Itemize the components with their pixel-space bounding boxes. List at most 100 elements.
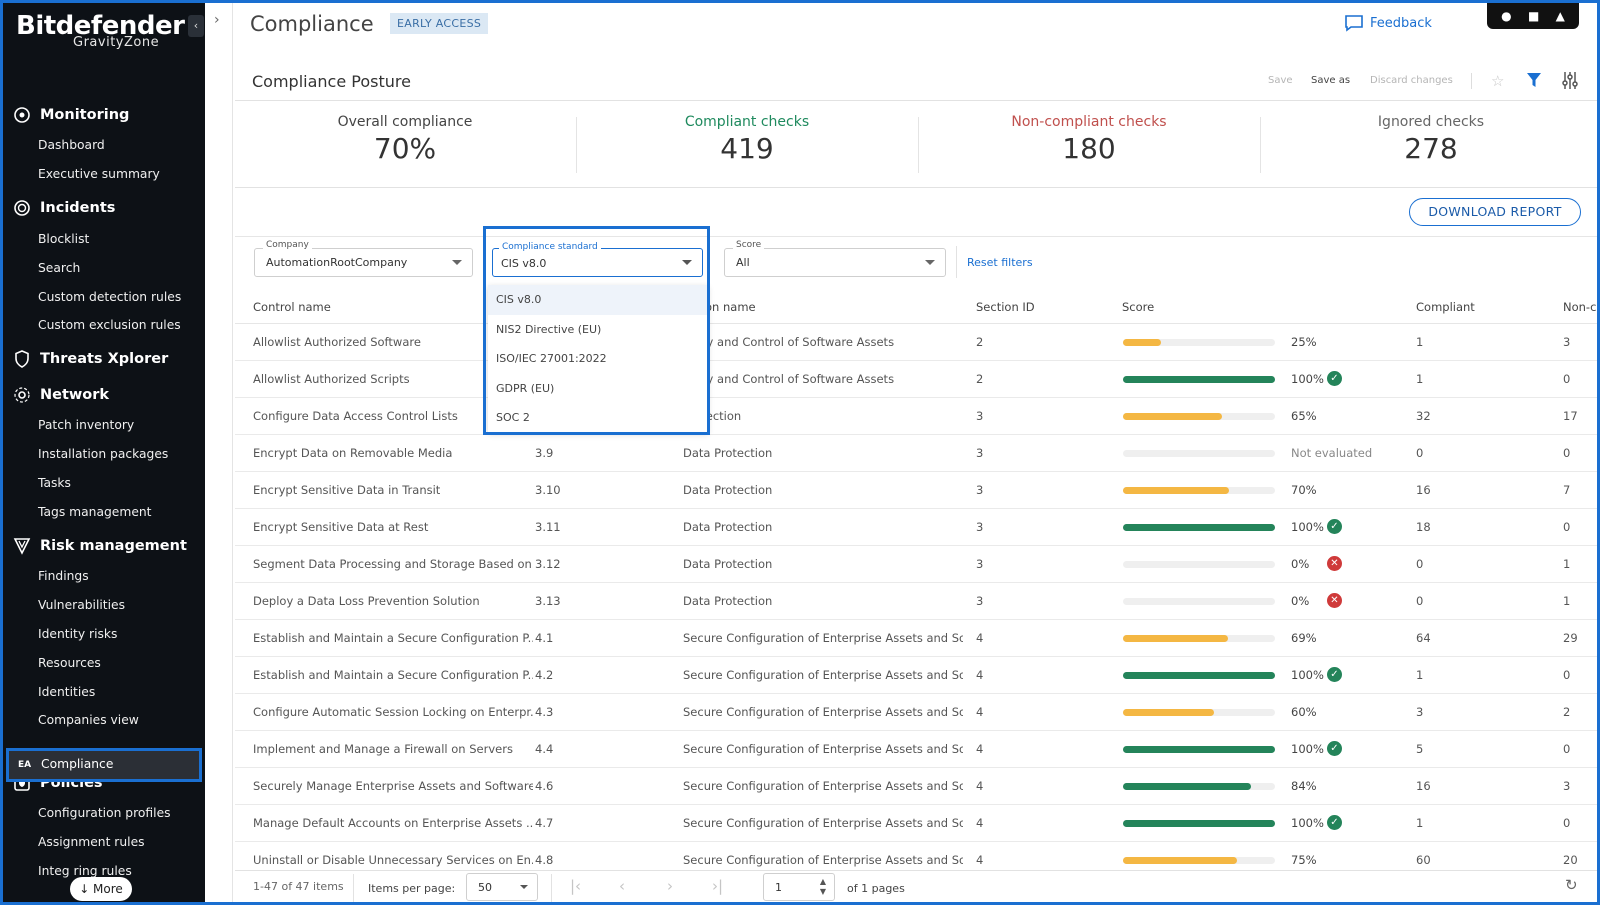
previous-page-icon[interactable]: ‹	[619, 877, 625, 895]
table-row[interactable]: Configure Automatic Session Locking on E…	[235, 694, 1600, 731]
dropdown-option[interactable]: CIS v8.0	[488, 285, 708, 315]
cell-section-name: Secure Configuration of Enterprise Asset…	[683, 668, 963, 682]
gift-icon[interactable]: ■	[1527, 9, 1540, 23]
save-button[interactable]: Save	[1268, 75, 1293, 86]
collapse-sidebar-button[interactable]: ‹	[188, 15, 204, 37]
dropdown-option[interactable]: SOC 2	[496, 411, 530, 424]
divider	[232, 3, 233, 902]
sidebar-item-resources[interactable]: Resources	[38, 656, 101, 670]
last-page-icon[interactable]: ›|	[712, 877, 724, 895]
sidebar-item-vulnerabilities[interactable]: Vulnerabilities	[38, 598, 126, 612]
cell-control-name: Encrypt Sensitive Data in Transit	[253, 483, 441, 497]
table-row[interactable]: Allowlist Authorized Software ntory and C…	[235, 324, 1600, 361]
cell-non-compliant: 0	[1563, 816, 1571, 830]
nav-section-network[interactable]: Network	[13, 384, 109, 406]
table-row[interactable]: Securely Manage Enterprise Assets and So…	[235, 768, 1600, 805]
column-header-score[interactable]: Score	[1122, 300, 1155, 314]
next-page-icon[interactable]: ›	[667, 877, 673, 895]
table-row[interactable]: Encrypt Sensitive Data in Transit 3.10 Dat…	[235, 472, 1600, 509]
sidebar-item-identities[interactable]: Identities	[38, 685, 96, 699]
sidebar-item-blocklist[interactable]: Blocklist	[38, 232, 90, 246]
nav-section-incidents[interactable]: Incidents	[13, 197, 115, 219]
cell-section-name: Secure Configuration of Enterprise Asset…	[683, 853, 963, 867]
sidebar-item-dashboard[interactable]: Dashboard	[38, 138, 105, 152]
score-percent: 100%	[1291, 816, 1324, 830]
cell-compliant: 1	[1416, 668, 1424, 682]
table-row[interactable]: Deploy a Data Loss Prevention Solution 3.…	[235, 583, 1600, 620]
score-bar-fill	[1123, 709, 1215, 716]
column-header-control-name[interactable]: Control name	[253, 300, 331, 314]
early-access-tag: EA	[18, 760, 32, 770]
score-bar	[1123, 339, 1275, 346]
sidebar-item-executive-summary[interactable]: Executive summary	[38, 167, 160, 181]
table-row[interactable]: Implement and Manage a Firewall on Serve…	[235, 731, 1600, 768]
sidebar-item-search[interactable]: Search	[38, 261, 81, 275]
page-number-input[interactable]: 1 ▲ ▼	[763, 873, 835, 901]
feedback-link[interactable]: Feedback	[1344, 14, 1432, 32]
table-row[interactable]: Encrypt Data on Removable Media 3.9 Data P…	[235, 435, 1600, 472]
score-bar	[1123, 450, 1275, 457]
cell-control-name: Configure Data Access Control Lists	[253, 409, 458, 423]
dropdown-option[interactable]: NIS2 Directive (EU)	[496, 322, 602, 336]
sidebar-item-identity-risks[interactable]: Identity risks	[38, 627, 118, 641]
cell-section-id: 3	[976, 483, 984, 497]
table-row[interactable]: Establish and Maintain a Secure Configur…	[235, 657, 1600, 694]
bell-icon[interactable]: ▲	[1555, 9, 1565, 23]
cell-control-name: Deploy a Data Loss Prevention Solution	[253, 594, 480, 608]
cell-section-id: 3	[976, 594, 984, 608]
sidebar-item-assignment-rules[interactable]: Assignment rules	[38, 835, 145, 849]
dropdown-option[interactable]: ISO/IEC 27001:2022	[496, 352, 607, 365]
sidebar-item-custom-exclusion-rules[interactable]: Custom exclusion rules	[38, 318, 181, 332]
more-button[interactable]: ↓ More	[70, 877, 132, 901]
nav-section-risk-management[interactable]: Risk management	[13, 535, 187, 557]
sidebar-item-compliance[interactable]: EA Compliance	[6, 748, 202, 782]
reset-filters-link[interactable]: Reset filters	[967, 256, 1033, 269]
chevron-right-icon[interactable]: ›	[214, 12, 220, 28]
sidebar-item-configuration-profiles[interactable]: Configuration profiles	[38, 806, 171, 820]
sidebar-item-findings[interactable]: Findings	[38, 569, 89, 583]
score-select[interactable]: Score All	[724, 240, 946, 277]
first-page-icon[interactable]: |‹	[570, 877, 582, 895]
user-icon[interactable]: ●	[1501, 9, 1512, 23]
table-row[interactable]: Establish and Maintain a Secure Configur…	[235, 620, 1600, 657]
column-header-non-compliant[interactable]: Non-c	[1563, 300, 1597, 314]
sidebar-item-installation-packages[interactable]: Installation packages	[38, 447, 169, 461]
table-row[interactable]: Encrypt Sensitive Data at Rest 3.11 Data P…	[235, 509, 1600, 546]
error-circle-icon: ✕	[1327, 593, 1342, 608]
sidebar-item-companies-view[interactable]: Companies view	[38, 713, 139, 727]
early-access-badge: EARLY ACCESS	[390, 13, 489, 34]
sidebar-item-tasks[interactable]: Tasks	[38, 476, 71, 490]
table-row[interactable]: Configure Data Access Control Lists Prote…	[235, 398, 1600, 435]
divider	[918, 117, 919, 173]
items-per-page-select[interactable]: 50	[466, 873, 538, 901]
cell-control-name: Allowlist Authorized Scripts	[253, 372, 410, 386]
refresh-icon[interactable]: ↻	[1565, 876, 1578, 894]
sidebar-item-patch-inventory[interactable]: Patch inventory	[38, 418, 135, 432]
nav-section-threats-xplorer[interactable]: Threats Xplorer	[13, 348, 168, 370]
download-report-button[interactable]: DOWNLOAD REPORT	[1409, 198, 1581, 226]
sidebar-item-integ-ring-rules[interactable]: Integ ring rules	[38, 864, 132, 878]
sidebar-item-custom-detection-rules[interactable]: Custom detection rules	[38, 290, 182, 304]
table-row[interactable]: Segment Data Processing and Storage Base…	[235, 546, 1600, 583]
company-select[interactable]: Company AutomationRootCompany	[254, 240, 473, 277]
table-row[interactable]: Manage Default Accounts on Enterprise As…	[235, 805, 1600, 842]
table-row[interactable]: Allowlist Authorized Scripts ntory and Co…	[235, 361, 1600, 398]
column-header-compliant[interactable]: Compliant	[1416, 300, 1475, 314]
score-percent: 0%	[1291, 557, 1310, 571]
nav-section-monitoring[interactable]: Monitoring	[13, 104, 129, 126]
save-as-button[interactable]: Save as	[1311, 75, 1351, 86]
compliance-standard-select[interactable]: Compliance standard CIS v8.0	[492, 242, 703, 277]
sidebar-item-tags-management[interactable]: Tags management	[38, 505, 152, 519]
discard-changes-button[interactable]: Discard changes	[1370, 75, 1453, 86]
error-circle-icon: ✕	[1327, 556, 1342, 571]
dropdown-option[interactable]: GDPR (EU)	[496, 381, 555, 395]
divider	[956, 246, 957, 278]
cell-compliant: 0	[1416, 446, 1424, 460]
filter-icon[interactable]	[1527, 73, 1541, 88]
star-icon[interactable]: ☆	[1491, 72, 1505, 90]
settings-sliders-icon[interactable]	[1562, 72, 1578, 89]
stepper-icon[interactable]: ▲ ▼	[819, 877, 826, 896]
cell-section-id: 4	[976, 631, 984, 645]
column-header-section-id[interactable]: Section ID	[976, 300, 1035, 314]
column-header-section-name[interactable]: on name	[705, 300, 756, 314]
